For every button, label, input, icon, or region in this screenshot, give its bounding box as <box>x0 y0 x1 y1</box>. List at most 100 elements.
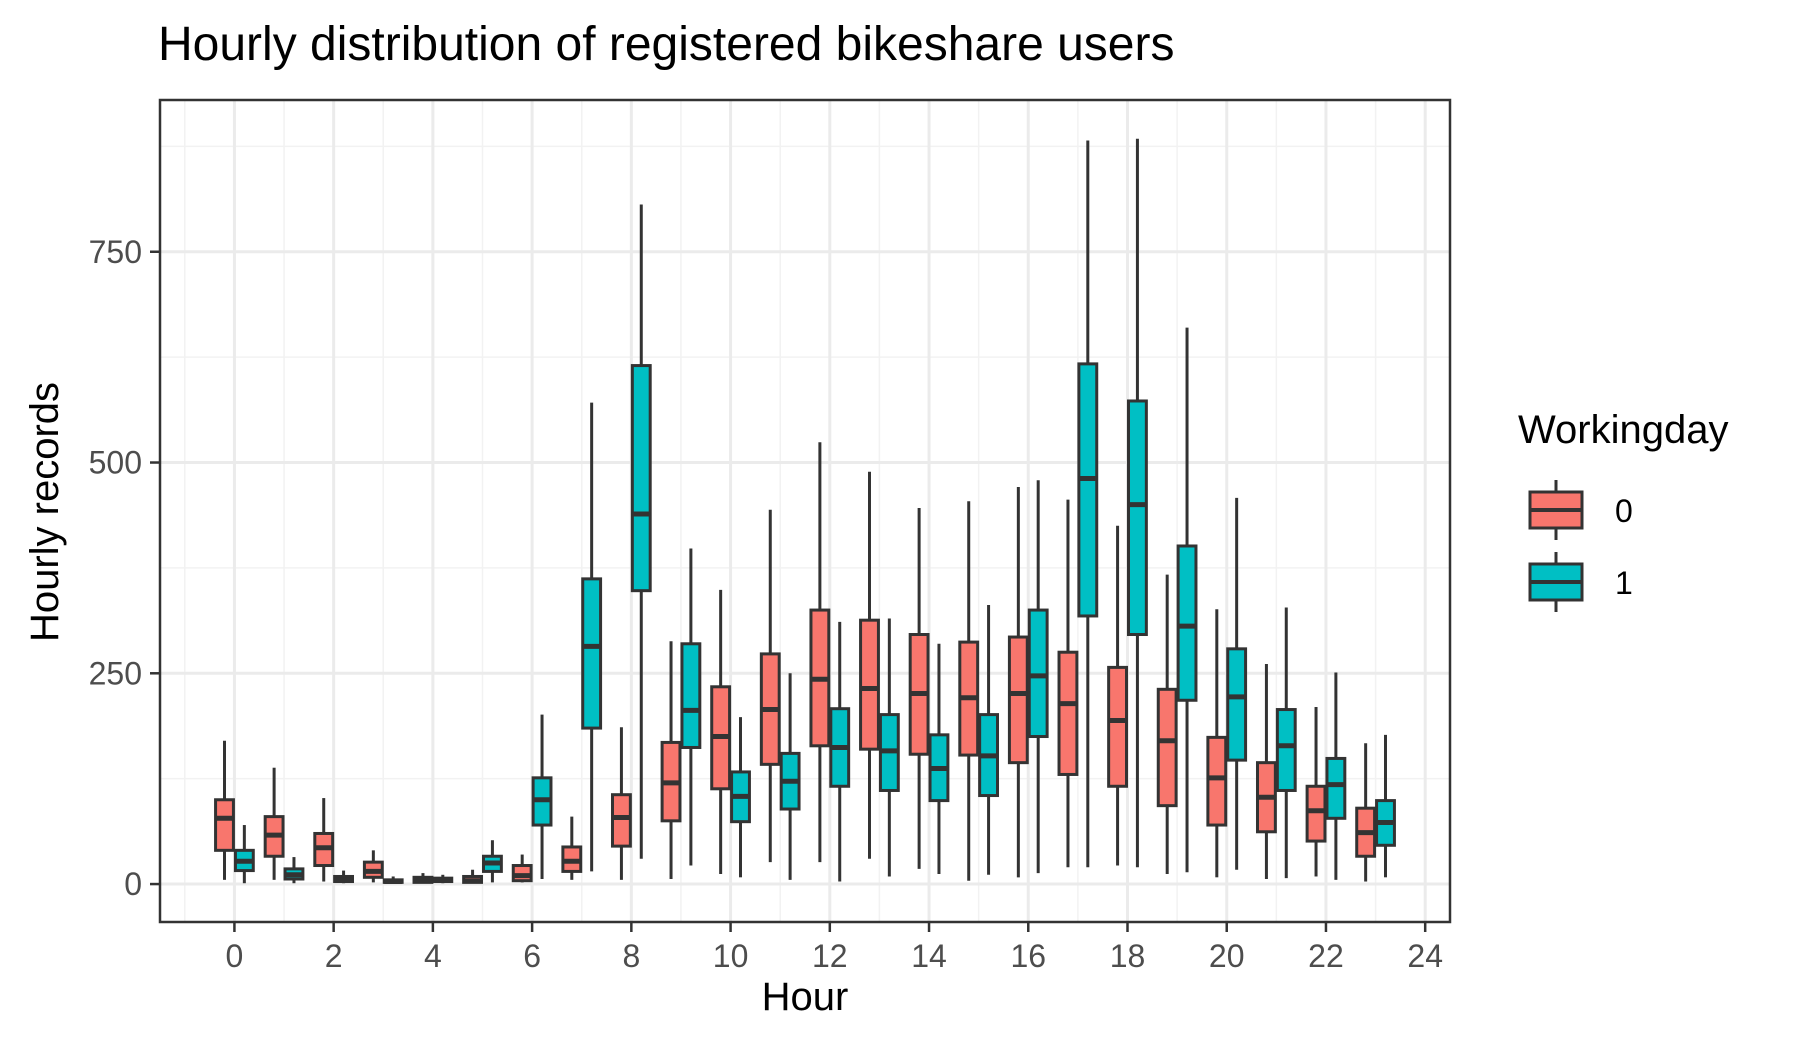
box-body <box>1007 635 1029 765</box>
box-hour-14-workingday-1 <box>928 643 950 874</box>
box-hour-18-workingday-1 <box>1126 138 1148 868</box>
x-tick-label: 12 <box>812 938 848 974</box>
y-tick-label: 250 <box>89 655 142 691</box>
box-hour-19-workingday-1 <box>1176 327 1198 873</box>
box-body <box>1077 362 1099 618</box>
box-body <box>1156 687 1178 808</box>
box-hour-7-workingday-0 <box>561 816 583 880</box>
legend-label: 0 <box>1615 493 1633 529</box>
legend-label: 1 <box>1615 565 1633 601</box>
box-hour-10-workingday-0 <box>710 589 732 874</box>
box-hour-16-workingday-1 <box>1027 480 1049 874</box>
box-hour-5-workingday-1 <box>481 840 503 883</box>
box-hour-9-workingday-0 <box>660 641 682 880</box>
box-hour-17-workingday-1 <box>1077 140 1099 868</box>
x-tick-label: 24 <box>1407 938 1443 974</box>
series-1 <box>233 138 1396 885</box>
y-axis-title: Hourly records <box>23 382 67 642</box>
box-hour-7-workingday-1 <box>581 402 603 872</box>
box-hour-2-workingday-1 <box>333 870 355 884</box>
box-hour-22-workingday-1 <box>1325 672 1347 880</box>
box-body <box>1206 735 1228 827</box>
legend-entry-0: 0 <box>1528 480 1633 540</box>
box-hour-8-workingday-1 <box>630 204 652 859</box>
box-hour-8-workingday-0 <box>610 727 632 880</box>
box-hour-23-workingday-0 <box>1355 743 1377 882</box>
box-body <box>1275 708 1297 792</box>
x-tick-label: 14 <box>911 938 947 974</box>
legend-entry-1: 1 <box>1528 552 1633 612</box>
box-hour-21-workingday-1 <box>1275 607 1297 879</box>
legend-title: Workingday <box>1518 408 1728 452</box>
y-tick-label: 750 <box>89 234 142 270</box>
box-body <box>1305 784 1327 843</box>
box-hour-3-workingday-0 <box>362 850 384 883</box>
box-body <box>1325 756 1347 820</box>
chart-title: Hourly distribution of registered bikesh… <box>158 18 1174 71</box>
x-axis-title: Hour <box>762 975 849 1019</box>
y-tick-label: 500 <box>89 445 142 481</box>
box-body <box>1027 608 1049 739</box>
x-tick-label: 22 <box>1308 938 1344 974</box>
box-body <box>214 798 235 852</box>
x-tick-label: 4 <box>424 938 442 974</box>
box-body <box>1057 650 1079 776</box>
box-hour-20-workingday-0 <box>1206 609 1228 878</box>
box-hour-5-workingday-0 <box>462 869 484 884</box>
x-tick-label: 6 <box>523 938 541 974</box>
box-hour-0-workingday-0 <box>214 740 235 880</box>
x-tick-label: 2 <box>325 938 343 974</box>
plot-area <box>160 100 1450 922</box>
box-marks <box>214 138 1396 885</box>
box-hour-1-workingday-1 <box>283 857 305 884</box>
box-hour-13-workingday-1 <box>878 618 900 877</box>
box-hour-6-workingday-0 <box>511 854 533 883</box>
box-hour-23-workingday-1 <box>1375 734 1396 878</box>
box-hour-4-workingday-1 <box>432 874 454 884</box>
box-body <box>859 618 880 751</box>
box-hour-0-workingday-1 <box>233 825 255 884</box>
box-hour-12-workingday-0 <box>809 442 831 863</box>
x-tick-label: 20 <box>1209 938 1245 974</box>
box-hour-2-workingday-0 <box>313 798 335 882</box>
box-hour-22-workingday-0 <box>1305 707 1327 877</box>
box-hour-15-workingday-1 <box>978 605 1000 875</box>
box-hour-1-workingday-0 <box>263 767 285 880</box>
box-hour-12-workingday-1 <box>829 621 851 882</box>
box-hour-3-workingday-1 <box>382 876 404 885</box>
box-hour-13-workingday-0 <box>859 471 880 859</box>
box-hour-9-workingday-1 <box>680 548 702 866</box>
box-hour-19-workingday-0 <box>1156 574 1178 874</box>
box-hour-10-workingday-1 <box>730 717 751 878</box>
legend: Workingday 01 <box>1518 408 1728 612</box>
panel-background <box>160 100 1450 922</box>
box-body <box>1176 544 1198 702</box>
box-hour-18-workingday-0 <box>1107 525 1129 866</box>
x-tick-label: 8 <box>622 938 640 974</box>
box-body <box>1226 647 1248 762</box>
box-body <box>511 864 533 883</box>
box-body <box>1107 665 1129 788</box>
box-body <box>680 642 702 749</box>
box-hour-21-workingday-0 <box>1255 664 1277 880</box>
box-body <box>610 793 632 848</box>
x-tick-label: 0 <box>226 938 244 974</box>
series-0 <box>214 442 1377 884</box>
box-hour-11-workingday-0 <box>759 509 781 863</box>
y-tick-label: 0 <box>124 866 142 902</box>
box-hour-14-workingday-0 <box>908 508 930 869</box>
box-hour-11-workingday-1 <box>779 673 801 880</box>
box-body <box>1126 399 1148 637</box>
box-hour-20-workingday-1 <box>1226 497 1248 870</box>
box-hour-17-workingday-0 <box>1057 499 1079 868</box>
box-body <box>581 577 603 730</box>
box-hour-16-workingday-0 <box>1007 486 1029 878</box>
x-tick-label: 16 <box>1010 938 1046 974</box>
legend-entries: 01 <box>1528 480 1633 612</box>
box-hour-4-workingday-0 <box>412 873 434 884</box>
x-tick-label: 18 <box>1110 938 1146 974</box>
box-body <box>630 364 652 593</box>
